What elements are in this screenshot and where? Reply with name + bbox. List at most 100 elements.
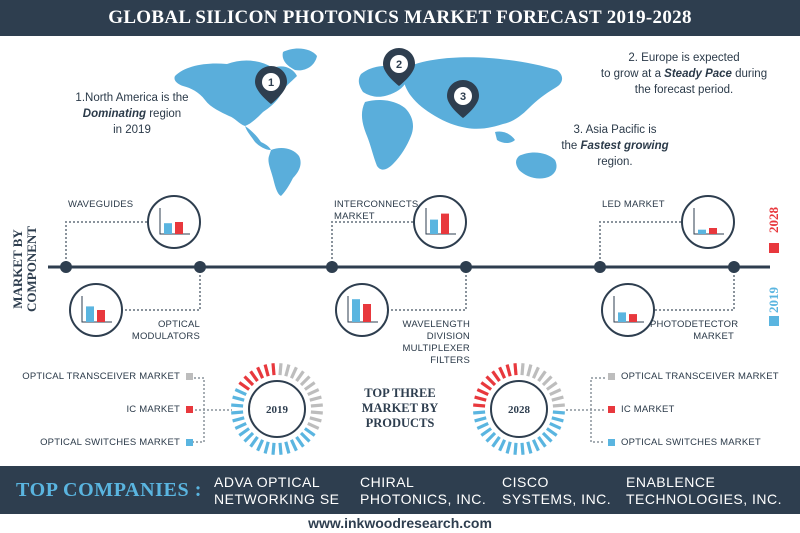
component-label-led-market: LED MARKET (602, 199, 665, 210)
ring-2028-segment-optical-switches-market (474, 416, 487, 423)
ring-2019-segment-optical-switches-market (231, 410, 244, 415)
ring-2028-segment-optical-switches-market (545, 427, 558, 437)
ring-2028-segment-optical-transceiver-market (526, 364, 533, 377)
region-note-3-line1: 3. Asia Pacific is (573, 124, 657, 136)
ring-2019-segment-optical-transceiver-market (284, 364, 291, 377)
ring-2019 (231, 363, 323, 455)
mini-chart-wdm-filters-bar-2019 (352, 299, 360, 322)
ring-2028-segment-ic-market (476, 388, 489, 397)
legend-2019-label: 2019 (766, 287, 781, 313)
ring-2019-segment-ic-market (243, 375, 255, 387)
ring-2019-segment-optical-switches-market (278, 442, 283, 455)
africa-shape (361, 100, 413, 170)
right-label-transceiver: OPTICAL TRANSCEIVER MARKET (621, 371, 779, 382)
connector-photodetector (654, 267, 735, 311)
component-label-optical-modulators: OPTICAL MODULATORS (131, 319, 200, 342)
right-swatch-ic (608, 406, 615, 413)
ring-2019-segment-optical-transceiver-market (289, 366, 298, 379)
central-america-shape (245, 126, 271, 150)
world-map: 1 2 3 (174, 48, 563, 196)
region-note-3-line3: region. (597, 156, 633, 168)
ring-2019-segment-optical-switches-market (299, 431, 311, 443)
page-title: GLOBAL SILICON PHOTONICS MARKET FORECAST… (0, 0, 800, 36)
ring-2028-segment-optical-switches-market (498, 439, 507, 452)
mini-chart-photodetector-bar-2028 (629, 314, 637, 322)
ring-2019-segment-ic-market (263, 364, 270, 377)
ring-2019-segment-optical-switches-market (232, 416, 245, 423)
ring-2028-segment-optical-transceiver-market (520, 363, 525, 376)
legend-2028-swatch (769, 243, 779, 253)
ring-2028-center (490, 380, 548, 438)
ring-2028-segment-optical-switches-market (476, 421, 489, 430)
ring-2028-segment-ic-market (485, 375, 497, 387)
map-pin-3: 3 (447, 80, 479, 118)
map-pin-1-number: 1 (268, 77, 274, 89)
region-note-2-line3: the forecast period. (634, 84, 734, 96)
legend-2019-swatch (769, 316, 779, 326)
connector-optical-modulators (120, 267, 201, 311)
ring-2019-segment-optical-switches-market (243, 431, 255, 443)
ring-2028-segment-optical-transceiver-market (552, 403, 565, 408)
mini-chart-interconnects-bar-2028 (441, 213, 449, 234)
left-label-transceiver: OPTICAL TRANSCEIVER MARKET (22, 371, 180, 382)
company-adva: ADVA OPTICAL NETWORKING SE (214, 474, 340, 507)
map-pin-1: 1 (255, 66, 287, 104)
region-note-2-after: during (731, 68, 768, 80)
ring-2028-segment-optical-switches-market (473, 410, 486, 415)
mini-chart-photodetector-circle (601, 283, 655, 337)
company-cisco: CISCO SYSTEMS, INC. (502, 474, 612, 507)
ring-2028-segment-optical-transceiver-market (541, 375, 553, 387)
ring-2019-segment-optical-switches-market (284, 441, 291, 454)
ring-2028-segment-optical-switches-market (491, 435, 501, 448)
connector-led (599, 221, 682, 267)
mini-chart-led-market-circle (681, 195, 735, 249)
ring-2019-segment-ic-market (249, 370, 259, 383)
mini-chart-photodetector-bar-2019 (618, 312, 626, 322)
ring-2019-center (248, 380, 306, 438)
component-label-wdm-filters: WAVELENGTH DIVISION MULTIPLEXER FILTERS (402, 319, 470, 366)
ring-2019-segment-optical-switches-market (263, 441, 270, 454)
ring-2019-segment-optical-switches-market (303, 427, 316, 437)
ring-2028-segment-optical-switches-market (485, 431, 497, 443)
timeline-node-2 (194, 261, 206, 273)
timeline-node-4 (460, 261, 472, 273)
timeline-node-5 (594, 261, 606, 273)
legend-2028-label: 2028 (766, 207, 781, 233)
map-pin-2: 2 (383, 48, 415, 86)
mini-chart-led-market-bar-2028 (709, 228, 717, 234)
ring-2028-segment-optical-transceiver-market (551, 395, 564, 402)
component-label-interconnects: INTERCONNECTS MARKET (334, 199, 419, 222)
mini-chart-optical-modulators-bar-2028 (97, 310, 105, 322)
connector-wdm-filters (388, 267, 467, 311)
region-note-3-before: the (561, 140, 581, 152)
ring-2019-segment-optical-transceiver-market (309, 395, 322, 402)
component-label-waveguides: WAVEGUIDES (68, 199, 134, 210)
south-america-shape (268, 148, 301, 196)
asia-shape (403, 57, 563, 129)
ring-2019-segment-optical-transceiver-market (310, 410, 323, 415)
ring-2019-segment-optical-switches-market (234, 388, 247, 397)
top-companies-label: TOP COMPANIES : (16, 479, 203, 501)
ring-2028-segment-ic-market (480, 381, 493, 391)
left-swatch-transceiver (186, 373, 193, 380)
mini-chart-optical-modulators-bar-2019 (86, 306, 94, 322)
region-note-2-line1: 2. Europe is expected (628, 52, 740, 64)
mini-chart-interconnects-circle (413, 195, 467, 249)
ring-2028-segment-optical-switches-market (552, 410, 565, 415)
mini-chart-waveguides-bar-2028 (175, 222, 183, 234)
ring-2019-segment-optical-transceiver-market (309, 416, 322, 423)
left-swatch-ic (186, 406, 193, 413)
ring-2028-segment-optical-switches-market (513, 442, 518, 455)
greenland-shape (282, 48, 317, 71)
website-url[interactable]: www.inkwoodresearch.com (308, 515, 492, 531)
mini-chart-interconnects-bar-2019 (430, 219, 438, 234)
ring-2028-segment-optical-transceiver-market (537, 370, 547, 383)
region-note-north-america: 1.North America is the Dominating region… (62, 90, 202, 138)
ring-2028-year: 2028 (508, 404, 531, 416)
ring-2019-segment-optical-transceiver-market (295, 370, 305, 383)
ring-2019-segment-optical-switches-market (231, 403, 244, 408)
ring-2019-segment-optical-transceiver-market (307, 388, 320, 397)
ring-2019-year: 2019 (266, 404, 289, 416)
region-note-1-strong: Dominating (82, 108, 147, 120)
mini-chart-optical-modulators-circle (69, 283, 123, 337)
